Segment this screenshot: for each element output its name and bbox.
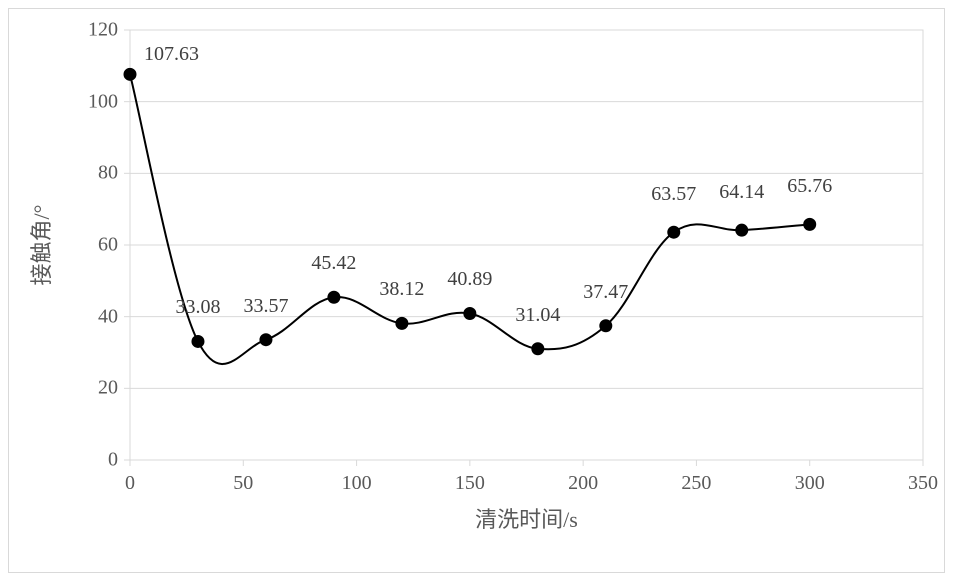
x-tick-label: 150 — [455, 472, 485, 495]
data-point-label: 107.63 — [144, 43, 199, 66]
x-tick-label: 350 — [908, 472, 938, 495]
x-tick-label: 200 — [568, 472, 598, 495]
x-tick-label: 300 — [795, 472, 825, 495]
x-tick-label: 0 — [125, 472, 135, 495]
y-tick-label: 120 — [88, 19, 118, 42]
data-point-label: 65.76 — [787, 175, 832, 198]
data-point-label: 40.89 — [447, 268, 492, 291]
data-point-label: 38.12 — [379, 278, 424, 301]
x-tick-label: 50 — [233, 472, 253, 495]
data-point-label: 45.42 — [311, 252, 356, 275]
y-tick-label: 20 — [98, 377, 118, 400]
data-point-label: 33.08 — [175, 296, 220, 319]
data-point-label: 33.57 — [243, 295, 288, 318]
x-tick-label: 100 — [342, 472, 372, 495]
y-tick-label: 80 — [98, 162, 118, 185]
x-axis-title: 清洗时间/s — [475, 502, 578, 534]
data-point-label: 64.14 — [719, 181, 764, 204]
x-tick-label: 250 — [681, 472, 711, 495]
y-tick-label: 60 — [98, 234, 118, 257]
data-point-label: 63.57 — [651, 183, 696, 206]
y-tick-label: 100 — [88, 90, 118, 113]
y-tick-label: 40 — [98, 305, 118, 328]
y-tick-label: 0 — [108, 449, 118, 472]
y-axis-title: 接触角/° — [24, 205, 56, 286]
data-point-label: 37.47 — [583, 281, 628, 304]
data-point-label: 31.04 — [515, 304, 560, 327]
